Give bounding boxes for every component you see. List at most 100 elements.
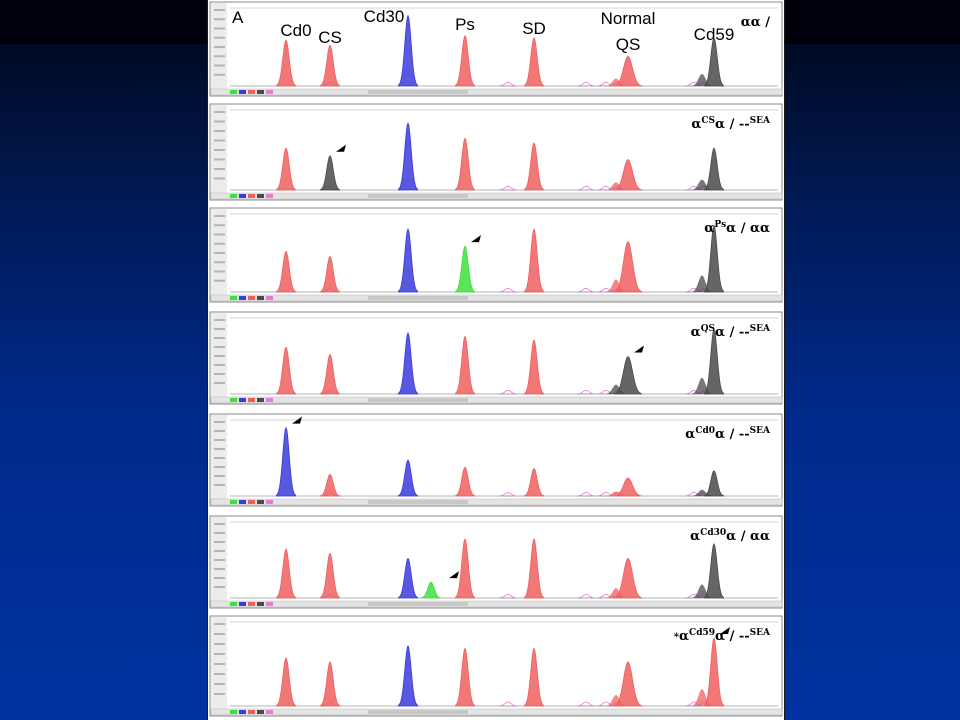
peak-cd30 xyxy=(398,459,418,497)
dye-swatch xyxy=(266,602,273,606)
dye-swatch xyxy=(248,602,255,606)
arrowhead-marker xyxy=(634,345,644,353)
peak-shoulder xyxy=(691,179,713,190)
arrowhead-marker xyxy=(336,144,346,152)
genotype-part: / xyxy=(736,529,750,544)
genotype-part: α xyxy=(751,15,761,30)
genotype-part: αα xyxy=(750,221,770,236)
peak-shoulder xyxy=(605,279,627,292)
dye-swatch xyxy=(266,90,273,94)
genotype-part: α xyxy=(715,427,725,442)
genotype-part: QS xyxy=(701,324,715,334)
genotype-part: α xyxy=(704,221,714,236)
dye-swatch xyxy=(230,710,237,714)
peak-label-normal: Normal xyxy=(601,9,656,28)
trace-series-3: αPsα / αα xyxy=(230,220,778,293)
genotype-part: CS xyxy=(701,116,715,126)
genotype-part: -- xyxy=(739,629,750,644)
genotype-part: α xyxy=(679,629,689,644)
panel-frame xyxy=(209,1,783,97)
genotype-part: α xyxy=(690,529,700,544)
genotype-part: / xyxy=(725,117,739,132)
scrollbar-thumb xyxy=(368,710,468,714)
peak-cd30 xyxy=(398,14,418,87)
genotype-part: -- xyxy=(739,325,750,340)
peak-shoulder xyxy=(691,489,713,496)
trace-panel-3 xyxy=(209,207,783,303)
dye-swatch xyxy=(266,296,273,300)
genotype-part: Cd0 xyxy=(695,426,715,436)
dye-swatch xyxy=(230,500,237,504)
peak-sd xyxy=(524,37,544,87)
genotype-label: αPsα / αα xyxy=(704,220,770,236)
peak-cd59 xyxy=(704,37,724,87)
genotype-part: -- xyxy=(739,427,750,442)
dye-swatch xyxy=(257,398,264,402)
peak-cd0 xyxy=(276,147,296,191)
peak-sd xyxy=(524,228,544,293)
trace-series-7: *αCd59α / --SEA xyxy=(230,627,778,707)
scrollbar-thumb xyxy=(368,500,468,504)
peak-label-qs: QS xyxy=(616,35,641,54)
dye-swatch xyxy=(248,296,255,300)
peak-sd xyxy=(524,142,544,191)
peak-ps xyxy=(455,137,475,191)
peak-cd0 xyxy=(276,426,296,497)
peak-cd0 xyxy=(276,548,296,599)
genotype-part: α xyxy=(715,117,725,132)
peak-cd30 xyxy=(398,121,418,191)
scrollbar-track xyxy=(210,294,783,302)
dye-swatch xyxy=(248,710,255,714)
peak-label-cs: CS xyxy=(318,28,342,47)
dye-swatch xyxy=(257,602,264,606)
peak-shoulder xyxy=(691,689,713,706)
arrowhead-marker xyxy=(449,571,459,579)
panel-frame xyxy=(209,311,783,405)
dye-swatch xyxy=(239,90,246,94)
genotype-part: SEA xyxy=(750,116,771,126)
peak-shoulder xyxy=(605,182,627,190)
peak-shoulder xyxy=(605,78,627,86)
peak-cd30 xyxy=(398,557,418,599)
y-axis-ruler xyxy=(211,3,227,95)
peak-cd59 xyxy=(704,328,724,395)
peak-shoulder xyxy=(691,275,713,292)
dye-swatch xyxy=(230,602,237,606)
y-axis-ruler xyxy=(211,105,227,199)
genotype-part: α xyxy=(741,15,751,30)
dye-swatch xyxy=(248,90,255,94)
genotype-label: αCd0α / --SEA xyxy=(685,426,771,442)
scrollbar-track xyxy=(210,192,783,200)
genotype-part: / xyxy=(725,427,739,442)
peak-shoulder xyxy=(691,74,713,86)
genotype-label: αQSα / --SEA xyxy=(691,324,771,340)
panel-frame xyxy=(209,615,783,717)
peak-cs xyxy=(320,473,340,497)
peak-cd30 xyxy=(398,645,418,707)
dye-swatch xyxy=(239,398,246,402)
genotype-part: Cd30 xyxy=(700,528,726,538)
peak-cd0 xyxy=(276,39,296,87)
peak-ps xyxy=(455,335,475,395)
genotype-part: SEA xyxy=(750,628,771,638)
peak-cd30 xyxy=(398,331,418,395)
dye-swatch xyxy=(266,194,273,198)
trace-panel-4 xyxy=(209,311,783,405)
panel-frame xyxy=(209,207,783,303)
trace-series-5: αCd0α / --SEA xyxy=(230,416,778,497)
panel-letter: A xyxy=(232,8,244,27)
panel-frame xyxy=(209,413,783,507)
y-axis-ruler xyxy=(211,209,227,301)
peak-cd59 xyxy=(704,147,724,191)
genotype-part: α xyxy=(726,221,736,236)
y-axis-ruler xyxy=(211,313,227,403)
peak-label-cd30: Cd30 xyxy=(364,7,405,26)
peak-shoulder xyxy=(691,584,713,598)
trace-panel-6 xyxy=(209,515,783,609)
dye-swatch xyxy=(257,500,264,504)
dye-swatch xyxy=(257,296,264,300)
scrollbar-track xyxy=(210,708,783,716)
y-axis-ruler xyxy=(211,415,227,505)
genotype-label: αCd30α / αα xyxy=(690,528,770,544)
dye-swatch xyxy=(257,710,264,714)
